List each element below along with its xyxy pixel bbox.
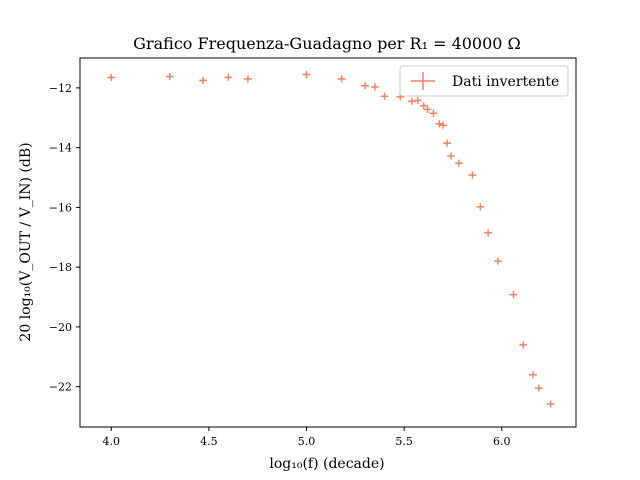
y-tick-label: −22 xyxy=(49,381,72,394)
data-point xyxy=(476,203,485,211)
data-point xyxy=(493,257,502,265)
x-tick-label: 5.0 xyxy=(298,435,316,448)
data-point xyxy=(380,92,389,100)
x-axis-label: log₁₀(f) (decade) xyxy=(269,456,384,472)
data-point xyxy=(546,400,555,408)
data-point xyxy=(302,70,311,79)
data-point xyxy=(509,291,518,299)
data-point xyxy=(244,75,252,83)
data-point xyxy=(419,102,428,110)
x-axis-ticks: 4.0 4.5 5.0 5.5 6.0 xyxy=(102,427,511,448)
data-point xyxy=(429,109,438,117)
data-point xyxy=(468,171,477,179)
x-tick-label: 4.5 xyxy=(200,435,218,448)
data-point xyxy=(413,96,422,105)
y-tick-label: −14 xyxy=(49,142,72,155)
legend-box xyxy=(399,65,569,97)
data-point xyxy=(454,159,463,167)
data-point xyxy=(435,120,444,128)
data-point xyxy=(447,152,455,160)
y-tick-label: −12 xyxy=(49,82,72,95)
data-point xyxy=(199,76,207,84)
y-axis-label: 20 log₁₀(V_OUT / V_IN) (dB) xyxy=(18,142,34,341)
data-point xyxy=(439,121,448,129)
data-points xyxy=(107,70,555,408)
y-tick-label: −20 xyxy=(49,321,72,334)
data-point xyxy=(408,97,416,105)
data-point xyxy=(484,229,493,237)
data-point xyxy=(519,341,528,349)
y-tick-label: −18 xyxy=(49,261,72,274)
data-point xyxy=(443,139,452,147)
data-point xyxy=(337,75,346,83)
data-point xyxy=(107,73,116,82)
data-point xyxy=(534,384,543,392)
chart-title: Grafico Frequenza-Guadagno per R₁ = 4000… xyxy=(133,34,521,53)
data-point xyxy=(165,72,174,81)
x-tick-label: 6.0 xyxy=(493,435,511,448)
y-axis-ticks: −22 −20 −18 −16 −14 −12 xyxy=(49,82,80,394)
legend-label-dati-invertente: Dati invertente xyxy=(452,74,559,90)
y-tick-label: −16 xyxy=(49,201,72,214)
x-tick-label: 4.0 xyxy=(102,435,120,448)
data-point xyxy=(529,371,537,379)
plot-area xyxy=(79,57,577,428)
x-tick-label: 5.5 xyxy=(395,435,413,448)
legend: Dati invertente xyxy=(399,65,569,97)
data-point xyxy=(361,82,370,90)
data-point xyxy=(224,73,233,82)
data-point xyxy=(370,83,379,91)
data-point xyxy=(423,105,432,113)
